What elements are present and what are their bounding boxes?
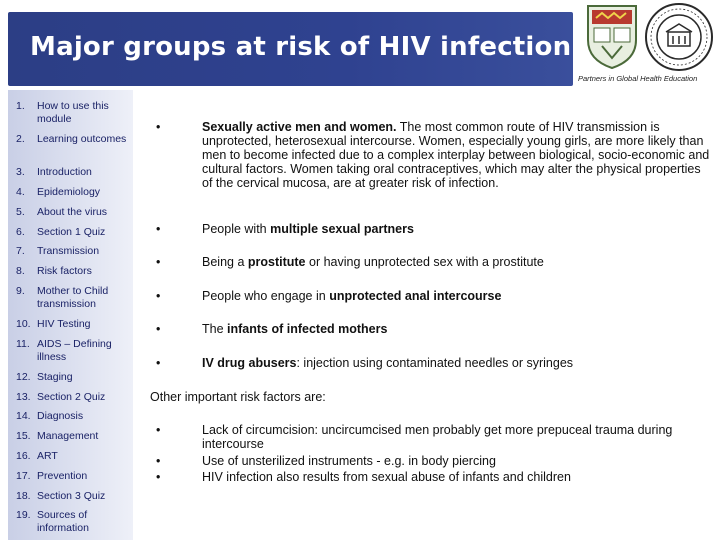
college-of-medicine-seal-icon	[645, 3, 713, 71]
sidebar-item-art[interactable]: 16. ART	[16, 450, 58, 462]
title-banner: Major groups at risk of HIV infection	[8, 12, 573, 86]
list-item: • Lack of circumcision: uncircumcised me…	[156, 423, 673, 451]
list-item: • Being a prostitute or having unprotect…	[156, 255, 544, 269]
partners-tagline: Partners in Global Health Education	[578, 74, 698, 83]
sidebar-item-section-3-quiz[interactable]: 18. Section 3 Quiz	[16, 490, 106, 502]
list-item: • Sexually active men and women. The mos…	[156, 120, 710, 190]
sidebar-item-section-1-quiz[interactable]: 6. Section 1 Quiz	[16, 226, 106, 238]
sidebar-item-aids-defining[interactable]: 11. AIDS – Defining illness	[16, 338, 112, 363]
university-crest-icon	[587, 5, 637, 70]
page-title: Major groups at risk of HIV infection	[30, 32, 572, 62]
sidebar-item-mother-to-child[interactable]: 9. Mother to Child transmission	[16, 285, 109, 310]
logos	[580, 2, 716, 72]
sidebar-item-transmission[interactable]: 7. Transmission	[16, 245, 100, 257]
sidebar-item-diagnosis[interactable]: 14. Diagnosis	[16, 410, 84, 422]
list-item: • Use of unsterilized instruments - e.g.…	[156, 454, 496, 468]
list-item: • People who engage in unprotected anal …	[156, 289, 502, 303]
sidebar-item-section-2-quiz[interactable]: 13. Section 2 Quiz	[16, 391, 106, 403]
other-factors-heading: Other important risk factors are:	[150, 390, 326, 404]
sidebar-item-sources[interactable]: 19. Sources of information	[16, 509, 89, 534]
sidebar-item-about-the-virus[interactable]: 5. About the virus	[16, 206, 108, 218]
list-item: • People with multiple sexual partners	[156, 222, 414, 236]
list-item: • The infants of infected mothers	[156, 322, 388, 336]
sidebar-item-epidemiology[interactable]: 4. Epidemiology	[16, 186, 101, 198]
list-item: • IV drug abusers: injection using conta…	[156, 356, 574, 370]
sidebar-item-risk-factors[interactable]: 8. Risk factors	[16, 265, 92, 277]
sidebar-item-learning-outcomes[interactable]: 2. Learning outcomes	[16, 133, 127, 145]
list-item: • HIV infection also results from sexual…	[156, 470, 571, 484]
sidebar-item-staging[interactable]: 12. Staging	[16, 371, 73, 383]
sidebar-item-how-to-use[interactable]: 1. How to use this module	[16, 100, 109, 125]
sidebar-item-prevention[interactable]: 17. Prevention	[16, 470, 88, 482]
sidebar-item-introduction[interactable]: 3. Introduction	[16, 166, 92, 178]
sidebar: 1. How to use this module 2. Learning outc…	[8, 90, 133, 540]
sidebar-item-hiv-testing[interactable]: 10. HIV Testing	[16, 318, 91, 330]
sidebar-item-management[interactable]: 15. Management	[16, 430, 99, 442]
